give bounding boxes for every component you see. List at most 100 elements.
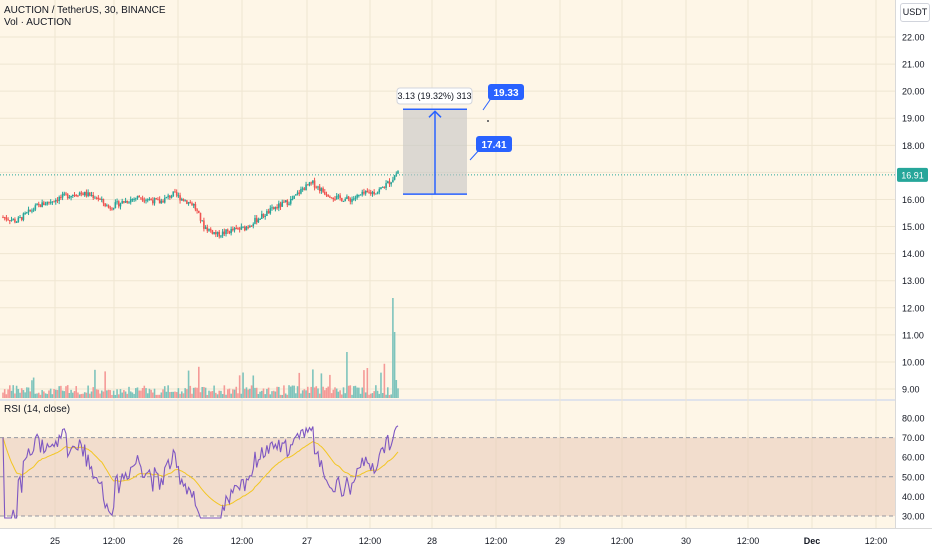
volume-bar (5, 394, 8, 398)
volume-bar (174, 391, 176, 398)
candle (312, 180, 314, 184)
candle (135, 198, 137, 200)
volume-bar (3, 389, 6, 398)
volume-bar (187, 370, 190, 398)
candle (306, 184, 309, 186)
rsi-legend[interactable]: RSI (14, close) (4, 404, 71, 415)
candle (295, 194, 297, 196)
volume-bar (196, 387, 198, 398)
volume-bar (281, 394, 284, 398)
volume-bar (305, 390, 307, 398)
candle (356, 194, 358, 198)
volume-bar (269, 394, 272, 398)
symbol-legend[interactable]: AUCTION / TetherUS, 30, BINANCE (4, 5, 166, 16)
volume-bar (12, 385, 15, 398)
candle (10, 219, 13, 222)
time-tick-label: 30 (681, 536, 691, 546)
volume-bar (121, 392, 123, 398)
volume-bar (337, 391, 340, 398)
price-tick-label: 10.00 (902, 357, 925, 367)
volume-bar (72, 392, 74, 398)
volume-bar (153, 388, 156, 398)
volume-bar (283, 385, 285, 398)
candle (325, 194, 328, 196)
volume-bar (235, 386, 238, 398)
volume-bar (247, 389, 249, 398)
candle (388, 181, 391, 185)
volume-bar (228, 388, 231, 398)
currency-unit-button[interactable]: USDT (900, 3, 930, 22)
volume-bar (383, 363, 386, 398)
volume-bar (10, 390, 13, 398)
time-tick-label: 26 (173, 536, 183, 546)
volume-bar (329, 374, 331, 398)
candle (392, 179, 394, 183)
volume-bar (75, 386, 78, 398)
volume-bar (390, 394, 392, 398)
candle (364, 190, 367, 194)
volume-bar (395, 380, 398, 398)
candle (313, 180, 316, 188)
volume-bar (109, 390, 112, 398)
volume-bar (206, 394, 209, 398)
volume-bar (157, 394, 159, 398)
candle (63, 193, 66, 195)
volume-bar (388, 394, 391, 398)
candle (232, 229, 234, 231)
candle (17, 217, 20, 223)
measure-arrow-head (428, 110, 442, 118)
volume-bar (260, 390, 263, 398)
volume-bar (66, 385, 69, 398)
volume-bar (232, 389, 234, 398)
candle (97, 197, 100, 199)
price-tick-label: 20.00 (902, 87, 925, 97)
candle (169, 195, 171, 198)
target-callout[interactable] (476, 136, 512, 152)
candle (194, 203, 197, 210)
volume-bar (111, 394, 113, 398)
candle (257, 219, 260, 223)
price-axis[interactable] (895, 0, 932, 528)
candle (152, 200, 154, 204)
candle (341, 198, 343, 202)
candle (85, 191, 88, 196)
candle (31, 210, 33, 212)
volume-legend[interactable]: Vol · AUCTION (4, 17, 72, 28)
volume-bar (128, 386, 130, 398)
candle (369, 192, 372, 194)
rsi-tick-label: 60.00 (902, 453, 925, 463)
volume-bar (44, 393, 47, 398)
time-tick-label: 12:00 (485, 536, 508, 546)
candle (138, 195, 141, 198)
volume-bar (204, 387, 207, 398)
candle (60, 196, 62, 198)
time-axis[interactable] (0, 528, 932, 551)
candle (371, 191, 374, 194)
volume-bar (211, 391, 214, 398)
candle (78, 192, 81, 196)
volume-bar (208, 390, 210, 398)
candle (104, 203, 106, 207)
candle (14, 219, 16, 223)
volume-bar (381, 392, 384, 398)
candle (77, 195, 79, 197)
candle (335, 196, 338, 200)
candle (82, 193, 84, 196)
candle (278, 203, 280, 209)
volume-bar (143, 385, 146, 398)
pane-separator[interactable] (0, 399, 895, 401)
target-callout[interactable] (488, 84, 524, 100)
candle (376, 192, 379, 194)
candle (317, 186, 319, 188)
candle (191, 203, 193, 206)
volume-bar (169, 392, 171, 398)
volume-bar (7, 389, 9, 398)
candle (9, 220, 11, 222)
candle (100, 198, 103, 200)
candle (315, 187, 318, 189)
volume-bar (339, 390, 341, 398)
candle (65, 193, 67, 195)
volume-bar (318, 393, 321, 398)
volume-bar (9, 385, 11, 398)
candle (208, 228, 210, 231)
